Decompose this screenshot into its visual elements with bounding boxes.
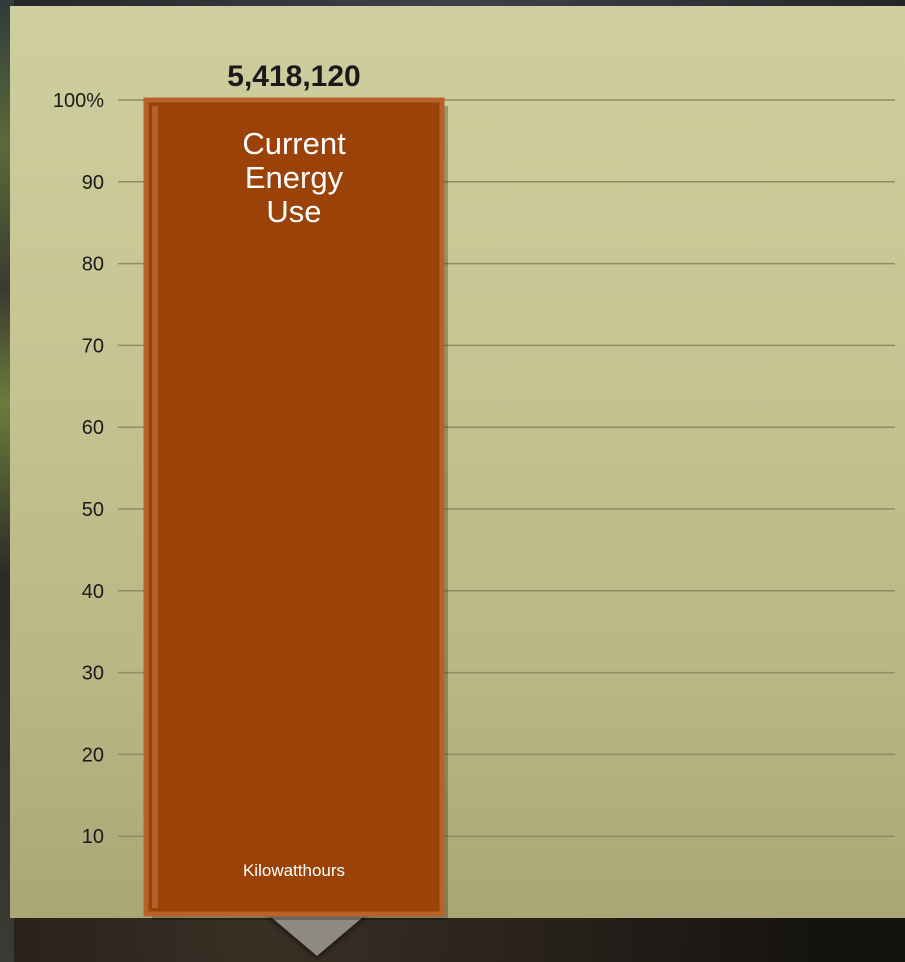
bar-highlight bbox=[152, 106, 158, 908]
y-tick-label: 20 bbox=[82, 744, 104, 766]
y-tick-label: 70 bbox=[82, 335, 104, 357]
y-tick-label: 30 bbox=[82, 663, 104, 685]
y-tick-label: 100% bbox=[53, 90, 104, 112]
bar-category-label: Current bbox=[242, 126, 346, 161]
bar-category-label: Energy bbox=[245, 160, 344, 195]
y-tick-label: 80 bbox=[82, 254, 104, 276]
backdrop-top bbox=[0, 0, 905, 10]
bar-category-label: Use bbox=[266, 194, 321, 229]
bar-value-label: 5,418,120 bbox=[227, 60, 360, 93]
bar-current-energy-use bbox=[143, 97, 445, 917]
pedestal-shape bbox=[265, 912, 369, 956]
y-tick-label: 90 bbox=[82, 172, 104, 194]
unit-label: Kilowatthours bbox=[243, 861, 345, 880]
y-tick-label: 50 bbox=[82, 499, 104, 521]
y-tick-label: 40 bbox=[82, 581, 104, 603]
y-tick-label: 10 bbox=[82, 826, 104, 848]
y-tick-label: 60 bbox=[82, 417, 104, 439]
